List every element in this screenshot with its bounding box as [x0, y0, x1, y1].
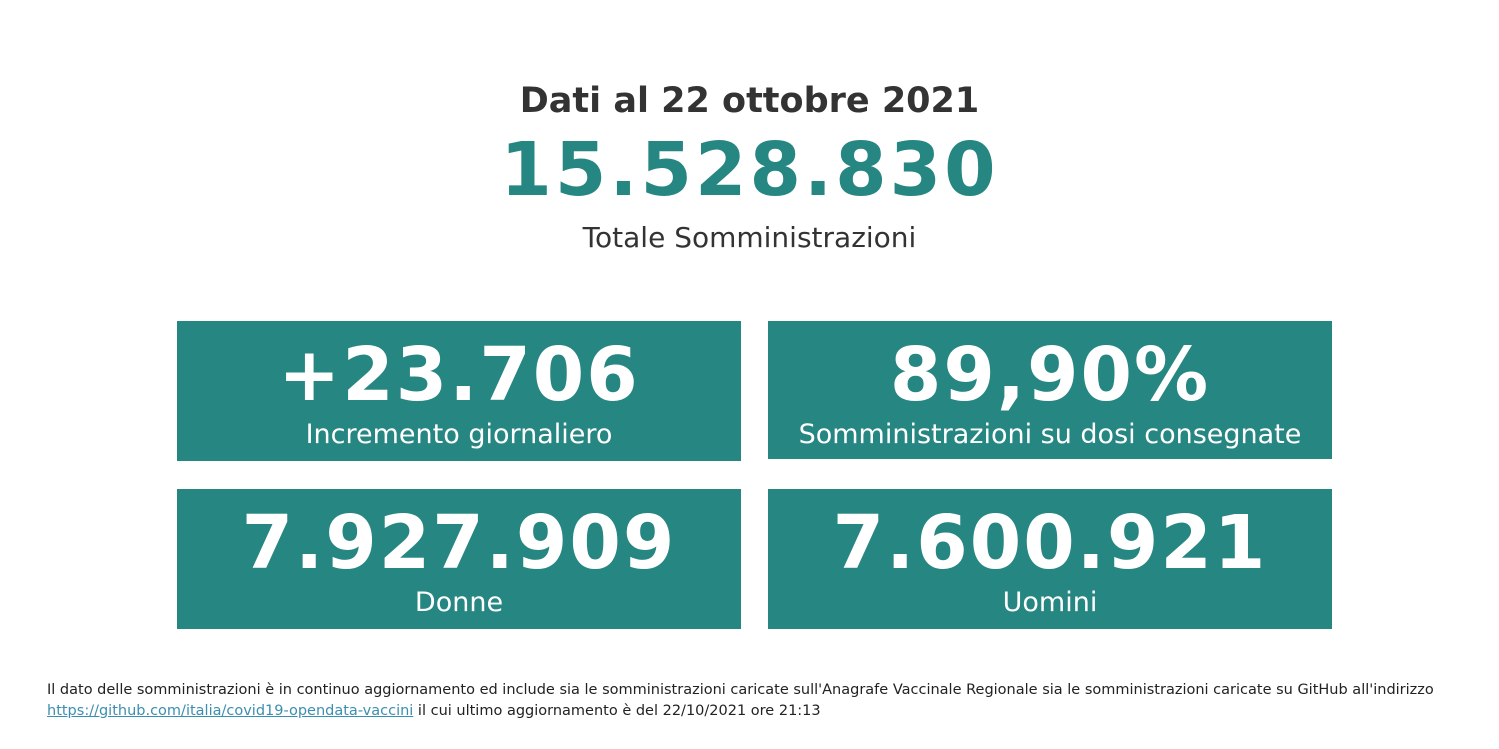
total-administrations-value: 15.528.830 — [500, 127, 999, 213]
daily-increment-label: Incremento giornaliero — [305, 419, 613, 450]
data-footnote: Il dato delle somministrazioni è in cont… — [47, 680, 1477, 722]
date-line: Dati al 22 ottobre 2021 — [519, 81, 980, 121]
footnote-line-1: Il dato delle somministrazioni è in cont… — [47, 682, 1434, 698]
daily-increment-card: +23.706 Incremento giornaliero — [177, 321, 741, 461]
women-value: 7.927.909 — [241, 500, 677, 586]
daily-increment-value: +23.706 — [278, 332, 640, 418]
footnote-line-2: https://github.com/italia/covid19-openda… — [47, 701, 1477, 722]
delivered-doses-ratio-label: Somministrazioni su dosi consegnate — [798, 419, 1302, 450]
men-card: 7.600.921 Uomini — [768, 489, 1332, 629]
delivered-doses-ratio-card: 89,90% Somministrazioni su dosi consegna… — [768, 321, 1332, 459]
men-label: Uomini — [1002, 587, 1098, 618]
women-label: Donne — [414, 587, 504, 618]
men-value: 7.600.921 — [832, 500, 1268, 586]
summary-header: Dati al 22 ottobre 2021 15.528.830 Total… — [0, 78, 1499, 258]
total-administrations-label: Totale Somministrazioni — [582, 221, 917, 254]
women-card: 7.927.909 Donne — [177, 489, 741, 629]
delivered-doses-ratio-value: 89,90% — [889, 332, 1211, 418]
github-repo-link[interactable]: https://github.com/italia/covid19-openda… — [47, 703, 414, 719]
last-update-text: il cui ultimo aggiornamento è del 22/10/… — [413, 703, 821, 719]
